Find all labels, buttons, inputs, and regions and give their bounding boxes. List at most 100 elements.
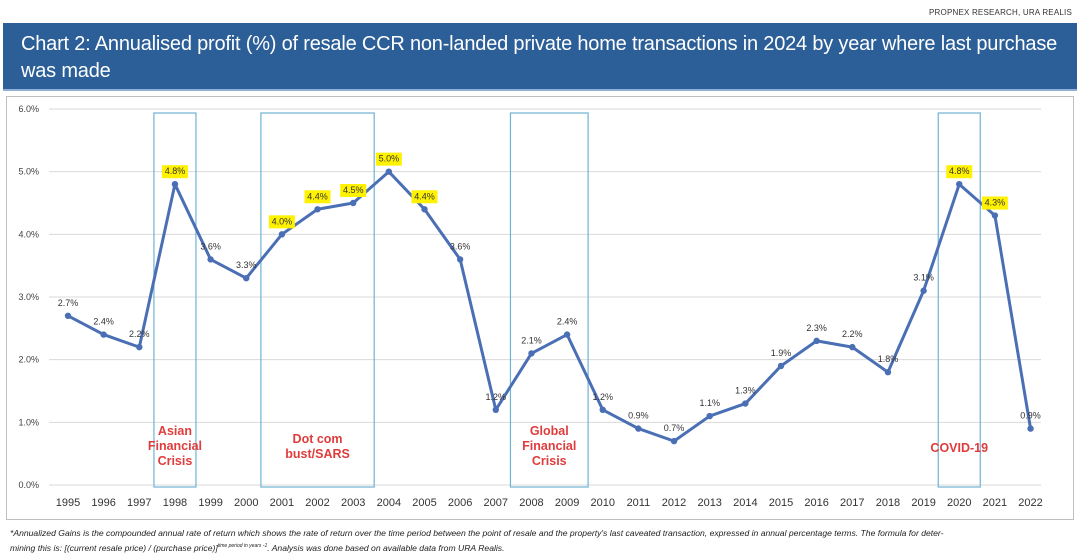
data-label: 5.0%	[379, 154, 400, 164]
x-tick-label: 2012	[662, 497, 686, 509]
data-label: 2.4%	[93, 317, 114, 327]
data-label: 1.1%	[699, 398, 720, 408]
data-point	[849, 343, 856, 351]
data-point	[991, 212, 999, 219]
data-point	[243, 275, 250, 282]
formula-exponent: time period in years -1	[217, 543, 268, 549]
data-label: 2.3%	[806, 323, 827, 333]
x-tick-label: 1995	[56, 497, 80, 509]
data-point	[706, 412, 713, 420]
data-label-highlight	[304, 190, 331, 204]
x-tick-label: 2014	[733, 497, 757, 509]
data-point	[350, 199, 357, 207]
x-tick-label: 2006	[448, 497, 472, 509]
x-tick-label: 2000	[234, 497, 258, 509]
x-tick-label: 2009	[555, 497, 579, 509]
x-tick-label: 1999	[198, 497, 222, 509]
crisis-label: Financial	[522, 439, 576, 453]
crisis-label: Dot com	[293, 432, 343, 446]
data-label-highlight	[981, 196, 1008, 210]
data-point	[920, 287, 927, 294]
x-tick-label: 1998	[163, 497, 187, 509]
footnote-line-2: mining this is: [(current resale price) …	[10, 540, 1075, 555]
x-tick-label: 2022	[1018, 497, 1042, 509]
data-label-highlight	[375, 152, 402, 166]
crisis-label: Financial	[148, 439, 202, 453]
title-banner: Chart 2: Annualised profit (%) of resale…	[3, 23, 1077, 91]
y-tick-label: 6.0%	[18, 104, 39, 114]
y-axis-ticks: 0.0% 1.0% 2.0% 3.0% 4.0% 5.0% 6.0%	[18, 104, 39, 490]
data-label: 1.2%	[486, 392, 507, 402]
data-label-highlight	[268, 215, 295, 229]
source-credit: PROPNEX RESEARCH, URA REALIS	[929, 8, 1072, 17]
data-point	[100, 331, 107, 338]
data-point	[563, 331, 571, 338]
x-tick-label: 2016	[804, 497, 828, 509]
data-point	[742, 400, 749, 407]
x-tick-label: 2004	[377, 497, 401, 509]
x-tick-label: 2010	[591, 497, 615, 509]
data-label: 4.8%	[165, 166, 186, 176]
crisis-label: Crisis	[158, 454, 193, 468]
x-tick-label: 2007	[484, 497, 508, 509]
data-point	[635, 425, 642, 432]
crisis-period-box	[260, 112, 375, 488]
data-point	[813, 337, 820, 345]
y-tick-label: 0.0%	[18, 480, 39, 490]
data-point	[136, 343, 143, 351]
data-label: 4.5%	[343, 185, 364, 195]
data-point	[171, 181, 179, 188]
data-point	[884, 369, 892, 376]
x-tick-label: 2019	[911, 497, 935, 509]
data-point	[670, 437, 678, 445]
x-tick-label: 2003	[341, 497, 365, 509]
data-label: 3.1%	[913, 273, 934, 283]
data-label: 0.7%	[664, 423, 685, 433]
data-label: 2.7%	[58, 298, 79, 308]
x-tick-label: 2015	[769, 497, 793, 509]
series-line	[67, 170, 1033, 443]
y-tick-label: 2.0%	[18, 355, 39, 365]
data-label-highlight	[161, 165, 188, 179]
data-label: 2.4%	[557, 317, 578, 327]
y-tick-label: 1.0%	[18, 417, 39, 427]
data-label-highlight	[946, 165, 973, 179]
data-point	[421, 206, 428, 213]
data-label: 4.0%	[272, 216, 293, 226]
y-tick-label: 4.0%	[18, 229, 39, 239]
data-point	[207, 256, 214, 263]
x-tick-label: 2002	[305, 497, 329, 509]
data-label: 1.3%	[735, 386, 756, 396]
crisis-label: Crisis	[532, 454, 567, 468]
formula-text: mining this is: [(current resale price) …	[10, 542, 218, 553]
x-tick-label: 2005	[412, 497, 436, 509]
profit-line	[67, 170, 1033, 443]
x-tick-label: 2011	[627, 497, 651, 509]
footnote: *Annualized Gains is the compounded annu…	[10, 527, 1075, 555]
y-tick-label: 5.0%	[18, 167, 39, 177]
data-point	[956, 181, 963, 188]
data-label: 1.2%	[592, 392, 613, 402]
data-label: 4.3%	[985, 198, 1006, 208]
x-tick-label: 2021	[983, 497, 1007, 509]
data-point	[1027, 425, 1034, 432]
crisis-label: COVID-19	[930, 441, 988, 455]
x-tick-label: 2008	[519, 497, 543, 509]
data-point	[278, 231, 286, 238]
crisis-label: Asian	[158, 424, 192, 438]
data-point	[599, 406, 606, 413]
gridlines	[49, 108, 1041, 486]
data-label: 0.9%	[628, 411, 649, 421]
crisis-period-box	[937, 112, 981, 488]
footnote-analysis-text: . Analysis was done based on available d…	[267, 542, 505, 553]
data-label-highlight	[411, 190, 438, 204]
data-point	[777, 362, 785, 370]
footnote-line-1: *Annualized Gains is the compounded annu…	[10, 528, 944, 538]
line-chart: 0.0%1.0%2.0%3.0%4.0%5.0%6.0% AsianFinanc…	[18, 104, 1042, 509]
data-label: 2.2%	[842, 329, 863, 339]
y-tick-label: 3.0%	[18, 292, 39, 302]
data-label: 3.3%	[236, 260, 257, 270]
data-point	[528, 350, 535, 357]
data-point	[64, 312, 72, 319]
crisis-label: Global	[530, 424, 569, 438]
